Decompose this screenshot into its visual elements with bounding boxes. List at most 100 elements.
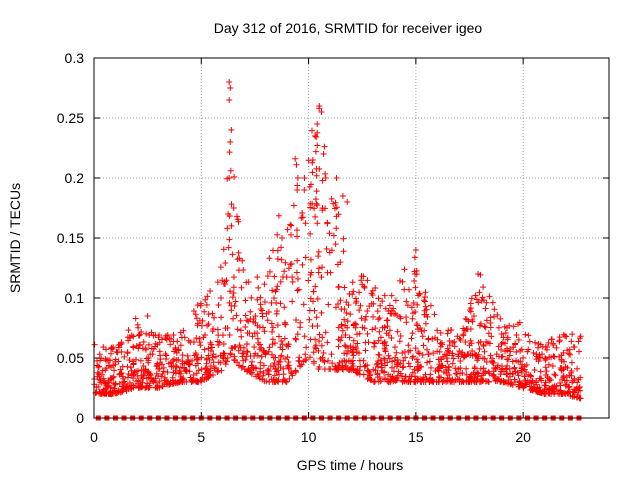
data-point [333,225,340,232]
data-point [307,354,314,361]
data-point [311,307,318,314]
data-point [309,200,316,207]
data-point [391,357,398,364]
data-point [118,340,125,347]
data-point [343,358,350,365]
data-point [314,220,321,227]
data-point [335,343,342,350]
data-point [258,344,265,351]
data-point [317,355,324,362]
data-point [190,372,197,379]
data-point [366,372,373,379]
data-point [524,348,531,355]
data-point [214,279,221,286]
data-point [230,205,237,212]
data-point [477,365,484,372]
data-point [158,373,165,380]
data-point [394,328,401,335]
data-point [122,384,129,391]
data-point [198,377,205,384]
data-point [335,211,342,218]
data-point [268,299,275,306]
data-point [181,360,188,367]
data-point [427,302,434,309]
data-point [363,313,370,320]
data-point [493,351,500,358]
data-point [463,378,470,385]
data-point [233,312,240,319]
data-point [411,378,418,385]
data-point [509,381,516,388]
data-point [134,373,141,380]
data-point [372,367,379,374]
data-point [235,347,242,354]
data-point [400,363,407,370]
data-point [349,366,356,373]
data-point [369,326,376,333]
data-point [390,375,397,382]
data-point [393,349,400,356]
data-point [316,338,323,345]
data-point [250,318,257,325]
data-point [137,383,144,390]
data-point [257,365,264,372]
data-point [197,300,204,307]
data-point [170,363,177,370]
data-point [154,384,161,391]
data-point [292,155,299,162]
data-point [411,373,418,380]
data-point [220,341,227,348]
data-point [399,364,406,371]
data-point [506,352,513,359]
data-point [215,332,222,339]
data-point [302,351,309,358]
data-point [444,345,451,352]
data-point [179,352,186,359]
data-point [335,366,342,373]
data-point [294,331,301,338]
data-point [475,299,482,306]
data-point [482,324,489,331]
data-point [357,302,364,309]
data-point [207,363,214,370]
data-point [481,348,488,355]
data-point [226,79,233,85]
data-point [504,345,511,352]
data-point [294,257,301,264]
data-point [469,318,476,325]
data-point [368,290,375,297]
data-point [320,151,327,157]
data-point [194,322,201,329]
data-point [227,351,234,358]
data-point [308,269,315,276]
data-point [257,359,264,366]
data-point [193,335,200,342]
data-point [420,378,427,385]
data-point [401,266,408,273]
data-point [562,363,569,370]
data-point [483,317,490,324]
data-point [143,355,150,362]
data-point [421,294,428,301]
data-point [444,358,451,365]
data-point [424,359,431,366]
data-point [510,323,517,330]
data-point [479,294,486,301]
data-point [434,327,441,334]
data-point [243,341,250,348]
data-point [509,358,516,365]
data-point [568,359,575,366]
data-point [459,349,466,356]
data-point [196,335,203,342]
data-point [215,367,222,374]
data-point [315,248,322,255]
data-point [270,324,277,331]
data-point [388,292,395,299]
data-point [256,375,263,382]
data-point [485,368,492,375]
data-point [399,350,406,357]
data-point [399,278,406,285]
data-point [517,347,524,354]
data-point [475,339,482,346]
data-point [284,354,291,361]
